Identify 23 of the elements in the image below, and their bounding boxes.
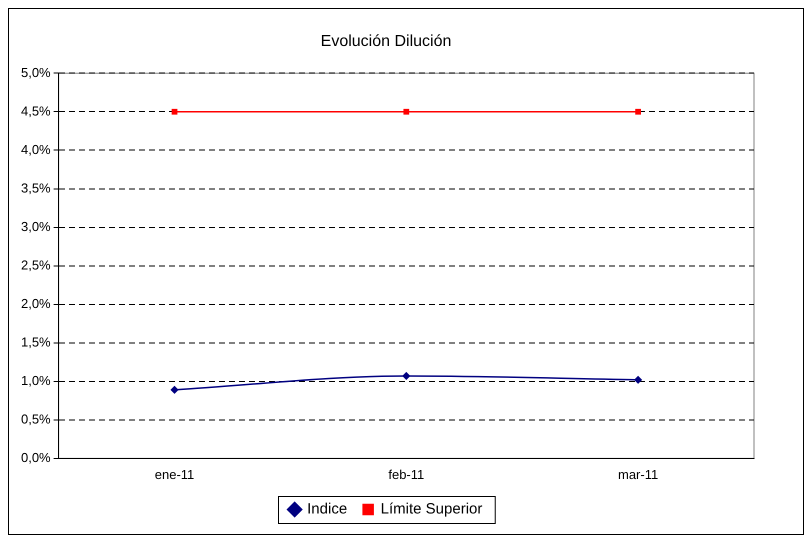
- legend-label: Indice: [307, 500, 348, 518]
- x-tick-label: ene-11: [154, 466, 194, 482]
- point: [403, 108, 410, 115]
- y-tick-label: 3,0%: [20, 218, 52, 234]
- point: [402, 372, 410, 380]
- y-tick-label: 1,5%: [20, 334, 52, 350]
- x-tick-label: feb-11: [388, 466, 424, 482]
- point: [634, 376, 642, 384]
- point: [172, 108, 178, 115]
- y-tick-label: 2,5%: [20, 257, 52, 272]
- y-tick-label: 3,5%: [20, 180, 52, 196]
- y-tick-label: 0,0%: [20, 450, 52, 465]
- y-tick-label: 1,0%: [20, 372, 52, 388]
- chart-title: Evolución Dilución: [320, 33, 452, 50]
- y-tick-label: 0,5%: [20, 411, 52, 426]
- y-tick-label: 4,5%: [20, 103, 52, 118]
- y-tick-label: 5,0%: [20, 64, 52, 80]
- y-tick-label: 4,0%: [20, 142, 52, 157]
- legend-label: Límite Superior: [380, 500, 482, 518]
- point: [635, 108, 641, 115]
- point: [170, 386, 178, 394]
- x-tick-label: mar-11: [618, 466, 658, 482]
- y-tick-label: 2,0%: [20, 296, 52, 311]
